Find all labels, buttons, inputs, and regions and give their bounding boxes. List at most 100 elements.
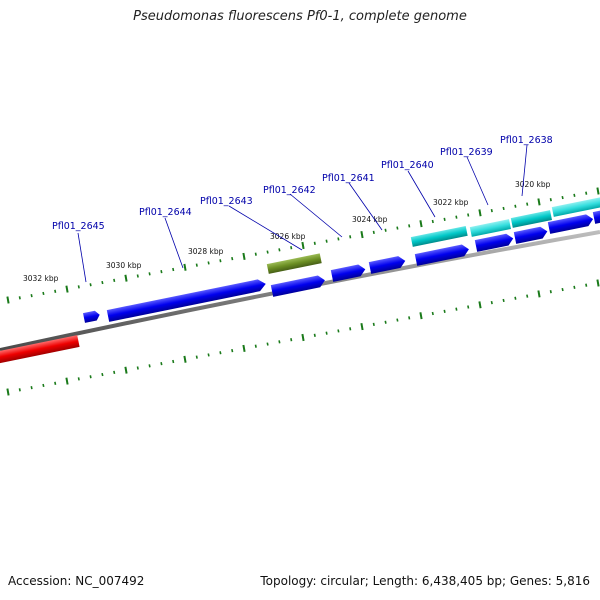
scale-tick bbox=[30, 294, 33, 298]
gene-arrow-forward[interactable] bbox=[414, 243, 470, 266]
scale-tick bbox=[537, 198, 541, 206]
scale-tick bbox=[478, 209, 482, 217]
scale-tick bbox=[124, 366, 128, 374]
scale-tick bbox=[266, 250, 269, 254]
scale-tick bbox=[231, 348, 234, 353]
gene-arrow-forward[interactable] bbox=[83, 310, 101, 323]
scale-tick bbox=[136, 366, 139, 370]
scale-tick bbox=[18, 388, 21, 392]
scale-tick bbox=[384, 320, 387, 324]
scale-tick bbox=[6, 388, 10, 396]
feature-block-cyan[interactable] bbox=[469, 219, 511, 237]
accession-text: Accession: NC_007492 bbox=[8, 574, 145, 588]
scale-tick bbox=[290, 246, 293, 250]
reverse-genes[interactable] bbox=[0, 335, 80, 365]
feature-block-cyan[interactable] bbox=[551, 197, 600, 217]
gene-label[interactable]: Pfl01_2640 bbox=[381, 160, 434, 171]
scale-tick bbox=[124, 274, 128, 282]
scale-tick bbox=[360, 323, 364, 331]
scale-label: 3026 kbp bbox=[270, 232, 306, 241]
scale-tick bbox=[419, 220, 423, 228]
gene-label[interactable]: Pfl01_2645 bbox=[52, 221, 105, 232]
gene-arrow-forward[interactable] bbox=[513, 226, 549, 244]
scale-tick bbox=[301, 333, 305, 342]
forward-genes[interactable] bbox=[83, 209, 600, 323]
scale-tick bbox=[514, 204, 517, 208]
scale-tick bbox=[148, 272, 151, 276]
label-leaders bbox=[77, 144, 528, 283]
scale-tick bbox=[101, 372, 104, 377]
gene-arrow-forward[interactable] bbox=[368, 255, 407, 274]
scale-tick bbox=[526, 294, 529, 298]
scale-labels: 3032 kbp 3030 kbp 3028 kbp 3026 kbp 3024… bbox=[23, 180, 551, 283]
scale-tick bbox=[301, 241, 305, 250]
scale-tick bbox=[30, 386, 33, 390]
gene-arrow-forward[interactable] bbox=[270, 274, 326, 297]
scale-tick bbox=[490, 300, 493, 305]
gene-label[interactable]: Pfl01_2638 bbox=[500, 135, 553, 146]
scale-tick bbox=[65, 285, 69, 293]
scale-label: 3024 kbp bbox=[352, 215, 388, 224]
scale-tick bbox=[455, 215, 458, 219]
gene-arrow-forward[interactable] bbox=[330, 263, 367, 282]
gene-arrow-forward[interactable] bbox=[547, 213, 594, 234]
scale-tick bbox=[65, 377, 69, 385]
scale-tick bbox=[396, 318, 399, 322]
gene-block-reverse[interactable] bbox=[0, 335, 80, 365]
scale-tick bbox=[242, 252, 246, 260]
scale-tick bbox=[337, 237, 340, 241]
scale-tick bbox=[89, 283, 92, 287]
scale-tick bbox=[113, 370, 116, 375]
scale-tick bbox=[561, 287, 564, 292]
scale-tick bbox=[455, 307, 458, 311]
scale-tick bbox=[254, 252, 257, 256]
feature-block-cyan[interactable] bbox=[510, 210, 552, 228]
scale-tick bbox=[537, 290, 541, 298]
scale-tick bbox=[585, 283, 588, 287]
scale-tick bbox=[148, 364, 151, 368]
scale-tick bbox=[195, 355, 198, 359]
feature-block-olive[interactable] bbox=[266, 253, 322, 274]
scale-tick bbox=[207, 261, 210, 265]
gene-label[interactable]: Pfl01_2643 bbox=[200, 196, 253, 207]
scale-tick bbox=[89, 375, 92, 379]
scale-tick bbox=[278, 248, 281, 252]
map-title: Pseudomonas fluorescens Pf0-1, complete … bbox=[133, 9, 467, 24]
gene-arrow-forward[interactable] bbox=[474, 233, 515, 252]
gene-arrow-forward[interactable] bbox=[106, 278, 267, 322]
scale-tick bbox=[431, 219, 434, 224]
scale-tick bbox=[42, 383, 45, 388]
scale-label: 3032 kbp bbox=[23, 274, 59, 283]
feature-block-cyan[interactable] bbox=[410, 225, 468, 247]
scale-tick bbox=[313, 333, 316, 337]
gene-label[interactable]: Pfl01_2644 bbox=[139, 207, 192, 218]
scale-tick bbox=[183, 263, 187, 271]
scale-tick bbox=[6, 296, 10, 304]
feature-track[interactable] bbox=[266, 197, 600, 274]
scale-tick bbox=[207, 353, 210, 357]
scale-tick bbox=[490, 208, 493, 213]
scale-tick bbox=[561, 195, 564, 200]
scale-tick bbox=[219, 259, 222, 263]
scale-label: 3030 kbp bbox=[106, 261, 142, 270]
scale-tick bbox=[502, 206, 505, 211]
gene-arrow-forward[interactable] bbox=[592, 209, 600, 224]
scale-tick bbox=[549, 198, 552, 202]
gene-labels: Pfl01_2645 Pfl01_2644 Pfl01_2643 Pfl01_2… bbox=[52, 135, 553, 232]
scale-tick bbox=[325, 331, 328, 335]
scale-tick bbox=[443, 309, 446, 313]
scale-label: 3028 kbp bbox=[188, 247, 224, 256]
scale-tick bbox=[160, 362, 163, 366]
scale-tick bbox=[549, 290, 552, 294]
scale-tick bbox=[54, 381, 57, 385]
scale-label: 3020 kbp bbox=[515, 180, 551, 189]
scale-tick bbox=[596, 187, 600, 195]
scale-tick bbox=[349, 327, 352, 331]
scale-tick bbox=[396, 226, 399, 230]
scale-tick bbox=[18, 296, 21, 300]
scale-label: 3022 kbp bbox=[433, 198, 469, 207]
gene-label[interactable]: Pfl01_2639 bbox=[440, 147, 493, 158]
gene-label[interactable]: Pfl01_2642 bbox=[263, 185, 316, 196]
gene-label[interactable]: Pfl01_2641 bbox=[322, 173, 375, 184]
